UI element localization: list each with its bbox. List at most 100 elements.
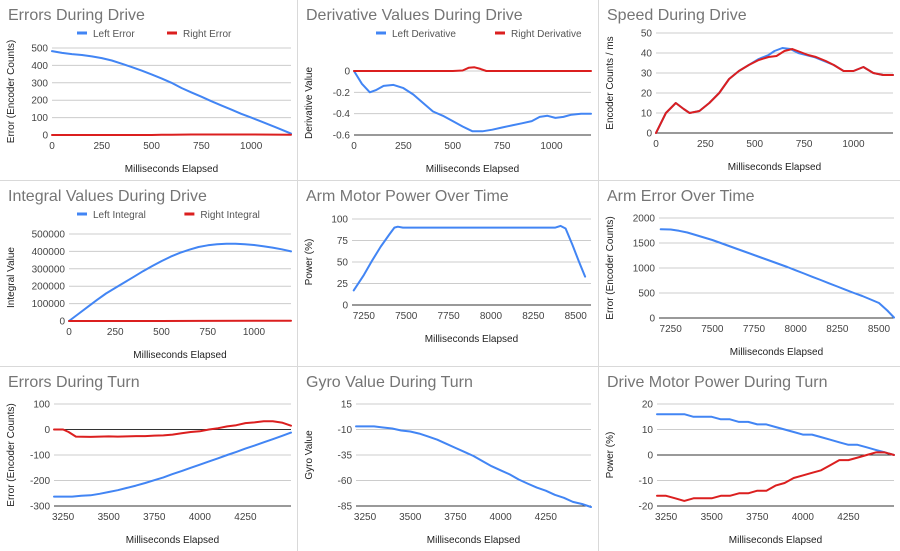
x-tick-label: 1000 bbox=[243, 327, 266, 338]
y-tick-label: -100 bbox=[30, 451, 50, 462]
chart-title: Derivative Values During Drive bbox=[306, 7, 523, 24]
y-tick-label: 15 bbox=[341, 400, 353, 411]
y-tick-label: 200000 bbox=[32, 282, 66, 293]
x-tick-label: 3250 bbox=[354, 512, 377, 523]
y-tick-label: -10 bbox=[338, 425, 353, 436]
legend-label: Right Derivative bbox=[511, 29, 582, 40]
x-axis-title: Milliseconds Elapsed bbox=[126, 535, 219, 546]
x-tick-label: 750 bbox=[494, 141, 511, 152]
y-tick-label: 100 bbox=[33, 400, 50, 411]
x-tick-label: 7250 bbox=[353, 311, 376, 322]
y-tick-label: 1500 bbox=[633, 239, 656, 250]
y-tick-label: 25 bbox=[337, 279, 349, 290]
y-tick-label: -85 bbox=[338, 502, 353, 513]
x-tick-label: 7500 bbox=[701, 324, 724, 335]
x-tick-label: 0 bbox=[351, 141, 357, 152]
chart-svg: Integral Values During Drive Left Integra… bbox=[6, 188, 292, 361]
x-tick-label: 0 bbox=[653, 139, 659, 150]
x-axis-title: Milliseconds Elapsed bbox=[728, 162, 821, 173]
x-tick-label: 3250 bbox=[655, 512, 678, 523]
x-tick-label: 4000 bbox=[489, 512, 512, 523]
y-tick-label: 20 bbox=[641, 89, 653, 100]
y-axis-title: Power (%) bbox=[304, 239, 315, 286]
y-tick-label: 0 bbox=[59, 317, 65, 328]
y-tick-label: 30 bbox=[641, 69, 653, 80]
y-tick-label: 0 bbox=[344, 67, 350, 78]
y-tick-label: 400 bbox=[31, 61, 48, 72]
y-tick-label: 0 bbox=[42, 131, 48, 142]
chart-panel-arm-error: Arm Error Over Time 0 500 1000 1500 2000 7250 7… bbox=[599, 181, 900, 366]
chart-title: Gyro Value During Turn bbox=[306, 374, 473, 391]
y-tick-label: 300000 bbox=[32, 264, 66, 275]
chart-title: Arm Error Over Time bbox=[607, 188, 755, 205]
x-tick-label: 4000 bbox=[189, 512, 212, 523]
chart-svg: Gyro Value During Turn 15 -10 -35 -60 -853250… bbox=[304, 374, 592, 546]
y-axis-title: Error (Encoder Counts) bbox=[6, 40, 17, 143]
x-axis-title: Milliseconds Elapsed bbox=[730, 347, 823, 358]
x-tick-label: 750 bbox=[193, 141, 210, 152]
x-tick-label: 4250 bbox=[234, 512, 257, 523]
y-tick-label: 40 bbox=[641, 49, 653, 60]
x-tick-label: 8500 bbox=[868, 324, 891, 335]
x-tick-label: 3500 bbox=[701, 512, 724, 523]
x-axis-title: Milliseconds Elapsed bbox=[425, 334, 518, 345]
chart-panel-arm-motor-power: Arm Motor Power Over Time 0 25 50 75 100 7250 7… bbox=[298, 181, 598, 366]
y-tick-label: 0 bbox=[44, 425, 50, 436]
x-tick-label: 0 bbox=[49, 141, 55, 152]
y-tick-label: 75 bbox=[337, 236, 349, 247]
y-axis-title: Error (Encoder Counts) bbox=[6, 403, 17, 506]
x-tick-label: 500 bbox=[746, 139, 763, 150]
series-line bbox=[656, 451, 895, 502]
x-tick-label: 0 bbox=[66, 327, 72, 338]
y-tick-label: -20 bbox=[639, 502, 654, 513]
series-line bbox=[68, 242, 292, 322]
panel-divider bbox=[0, 180, 900, 181]
y-tick-label: 20 bbox=[642, 400, 654, 411]
x-tick-label: 3750 bbox=[444, 512, 467, 523]
x-tick-label: 8500 bbox=[565, 311, 588, 322]
chart-panel-integral-values: Integral Values During Drive Left Integra… bbox=[0, 181, 297, 366]
y-tick-label: -0.4 bbox=[333, 109, 351, 120]
y-tick-label: 0 bbox=[647, 451, 653, 462]
x-tick-label: 1000 bbox=[240, 141, 263, 152]
chart-svg: Arm Error Over Time 0 500 1000 1500 2000 7250 7… bbox=[605, 188, 895, 358]
x-tick-label: 250 bbox=[93, 141, 110, 152]
chart-title: Errors During Drive bbox=[8, 7, 145, 24]
x-axis-title: Milliseconds Elapsed bbox=[729, 535, 822, 546]
y-tick-label: -0.2 bbox=[333, 88, 351, 99]
y-tick-label: 100 bbox=[331, 215, 348, 226]
x-tick-label: 7750 bbox=[743, 324, 766, 335]
y-tick-label: 10 bbox=[642, 425, 654, 436]
chart-panel-errors-during-turn: Errors During Turn 100 0 -100 -200 -300 3250 35… bbox=[0, 367, 297, 551]
series-line bbox=[51, 133, 292, 136]
y-tick-label: 100000 bbox=[32, 299, 66, 310]
legend-label: Left Derivative bbox=[392, 29, 456, 40]
series-line bbox=[656, 413, 895, 456]
x-tick-label: 250 bbox=[395, 141, 412, 152]
series-line bbox=[53, 420, 292, 438]
y-tick-label: 0 bbox=[342, 301, 348, 312]
y-axis-title: Gyro Value bbox=[304, 430, 315, 480]
chart-panel-gyro-value: Gyro Value During Turn 15 -10 -35 -60 -85 3250… bbox=[298, 367, 598, 551]
x-tick-label: 1000 bbox=[842, 139, 865, 150]
series-line bbox=[655, 47, 894, 134]
x-tick-label: 3750 bbox=[143, 512, 166, 523]
y-tick-label: 50 bbox=[641, 29, 653, 40]
x-tick-label: 4250 bbox=[535, 512, 558, 523]
y-tick-label: 400000 bbox=[32, 247, 66, 258]
y-tick-label: 500000 bbox=[32, 230, 66, 241]
x-tick-label: 500 bbox=[444, 141, 461, 152]
x-tick-label: 4250 bbox=[837, 512, 860, 523]
x-axis-title: Milliseconds Elapsed bbox=[133, 350, 226, 361]
chart-svg: Arm Motor Power Over Time 0 25 50 75 100 7250 7… bbox=[304, 188, 591, 345]
x-tick-label: 500 bbox=[143, 141, 160, 152]
x-tick-label: 3250 bbox=[52, 512, 75, 523]
legend-label: Left Integral bbox=[93, 210, 146, 221]
chart-svg: Derivative Values During Drive Left Deriv… bbox=[304, 7, 592, 175]
panel-divider bbox=[297, 0, 298, 551]
y-tick-label: -35 bbox=[338, 451, 353, 462]
chart-title: Speed During Drive bbox=[607, 7, 747, 24]
series-line bbox=[655, 48, 894, 134]
x-tick-label: 7750 bbox=[437, 311, 460, 322]
y-tick-label: 1000 bbox=[633, 264, 656, 275]
